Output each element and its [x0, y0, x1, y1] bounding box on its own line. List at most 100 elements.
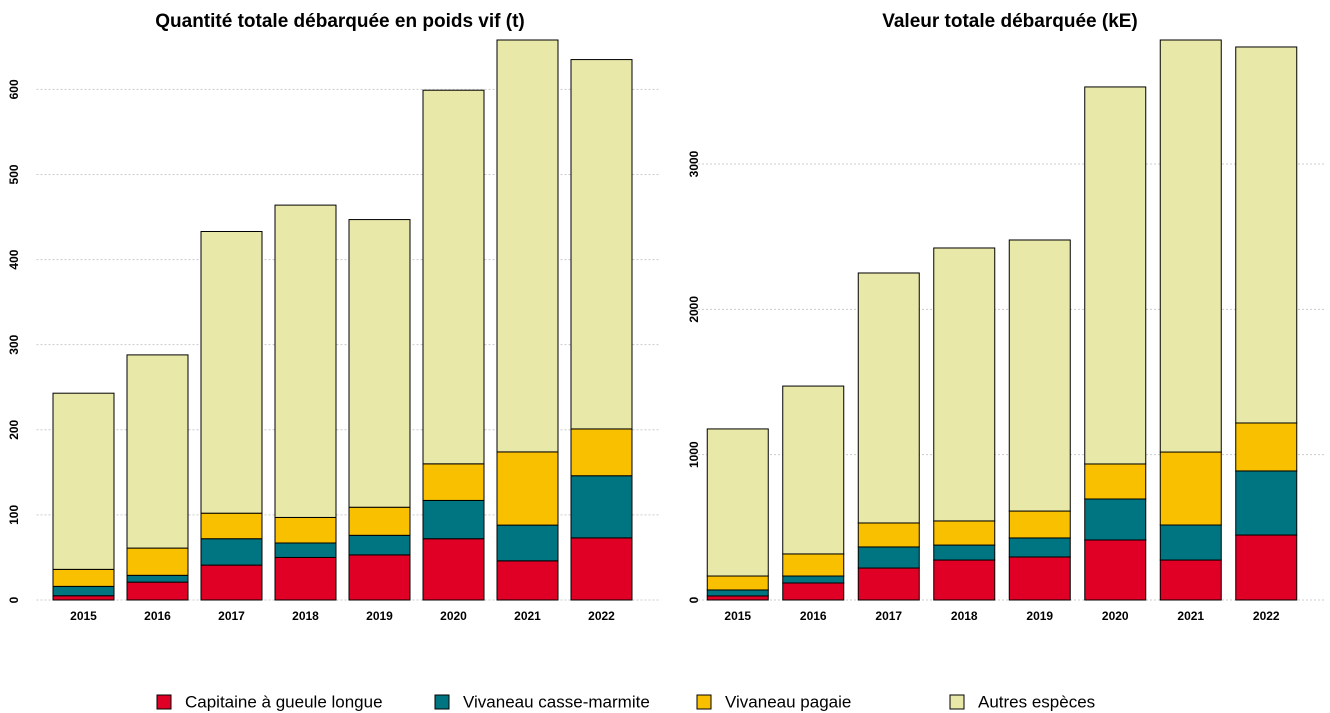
bar-segment [496, 451, 559, 526]
x-tick-label: 2018 [292, 609, 319, 623]
bar-segment [126, 354, 189, 549]
y-tick-label: 3000 [687, 150, 701, 177]
x-tick-label: 2020 [1102, 609, 1129, 623]
legend-swatch [696, 694, 712, 710]
legend-label: Vivaneau pagaie [725, 692, 851, 711]
bar-segment [496, 524, 559, 562]
bar-segment [1159, 39, 1222, 453]
x-tick-label: 2020 [440, 609, 467, 623]
bar-segment [1008, 556, 1071, 601]
bar-segment [1159, 559, 1222, 601]
bar-segment [1008, 537, 1071, 558]
bar-segment [1235, 46, 1298, 424]
y-tick-label: 600 [7, 79, 21, 99]
bar-segment [857, 272, 920, 524]
bar-segment [933, 559, 996, 601]
bar-segment [422, 499, 485, 540]
x-tick-label: 2015 [70, 609, 97, 623]
y-tick-label: 300 [7, 334, 21, 354]
bar-segment [348, 554, 411, 601]
y-tick-label: 100 [7, 505, 21, 525]
bar-segment [706, 589, 769, 597]
legend-swatch [949, 694, 965, 710]
bar-segment [422, 538, 485, 601]
legend-swatch [156, 694, 172, 710]
bar-segment [706, 595, 769, 601]
x-tick-label: 2021 [514, 609, 541, 623]
x-tick-label: 2019 [366, 609, 393, 623]
y-tick-label: 200 [7, 419, 21, 439]
y-tick-label: 500 [7, 164, 21, 184]
bar-segment [126, 581, 189, 601]
bar-segment [1008, 239, 1071, 512]
bar-segment [274, 542, 337, 558]
y-tick-label: 400 [7, 249, 21, 269]
bar-segment [1235, 422, 1298, 472]
x-tick-label: 2019 [1026, 609, 1053, 623]
bar-segment [52, 585, 115, 597]
bar-segment [1008, 510, 1071, 539]
bar-segment [126, 547, 189, 576]
bar-segment [782, 575, 845, 584]
bar-segment [782, 553, 845, 577]
bar-segment [348, 534, 411, 556]
bar-segment [570, 537, 633, 601]
x-tick-label: 2017 [875, 609, 902, 623]
legend-label: Capitaine à gueule longue [185, 692, 383, 711]
bar-segment [1235, 534, 1298, 601]
bar-segment [1159, 524, 1222, 561]
bar-segment [200, 512, 263, 540]
bar-segment [200, 538, 263, 566]
bar-segment [1084, 539, 1147, 601]
bar-segment [274, 516, 337, 544]
y-tick-label: 1000 [687, 441, 701, 468]
bar-segment [200, 564, 263, 601]
chart-title: Valeur totale débarquée (kE) [882, 11, 1138, 32]
chart-title: Quantité totale débarquée en poids vif (… [155, 11, 524, 32]
y-tick-label: 0 [7, 596, 21, 603]
bar-segment [857, 546, 920, 569]
bar-segment [422, 463, 485, 501]
bar-segment [706, 428, 769, 577]
legend-swatch [434, 694, 450, 710]
bar-segment [200, 230, 263, 514]
bar-segment [1235, 470, 1298, 536]
x-tick-label: 2016 [800, 609, 827, 623]
y-tick-label: 0 [687, 596, 701, 603]
x-tick-label: 2016 [144, 609, 171, 623]
x-tick-label: 2022 [1253, 609, 1280, 623]
bar-segment [1084, 86, 1147, 465]
legend-label: Vivaneau casse-marmite [463, 692, 650, 711]
bar-segment [274, 556, 337, 601]
bar-segment [348, 506, 411, 536]
bar-segment [570, 59, 633, 430]
bar-segment [857, 522, 920, 548]
bar-segment [422, 89, 485, 465]
bar-segment [274, 204, 337, 518]
bar-segment [782, 385, 845, 555]
x-tick-label: 2022 [588, 609, 615, 623]
x-tick-label: 2015 [724, 609, 751, 623]
bar-segment [933, 520, 996, 546]
bar-segment [857, 567, 920, 601]
x-tick-label: 2018 [951, 609, 978, 623]
bar-segment [496, 39, 559, 453]
bar-segment [52, 595, 115, 601]
bar-segment [126, 574, 189, 583]
bar-segment [706, 575, 769, 591]
bar-segment [782, 582, 845, 601]
x-tick-label: 2017 [218, 609, 245, 623]
bar-segment [52, 568, 115, 587]
bar-segment [1084, 498, 1147, 541]
bar-segment [933, 544, 996, 561]
bar-segment [348, 219, 411, 508]
bar-segment [933, 247, 996, 522]
bar-segment [496, 560, 559, 601]
y-tick-label: 2000 [687, 296, 701, 323]
legend-label: Autres espèces [978, 692, 1095, 711]
bar-segment [1084, 463, 1147, 500]
bar-segment [570, 475, 633, 539]
bar-segment [1159, 451, 1222, 526]
bar-segment [52, 392, 115, 570]
